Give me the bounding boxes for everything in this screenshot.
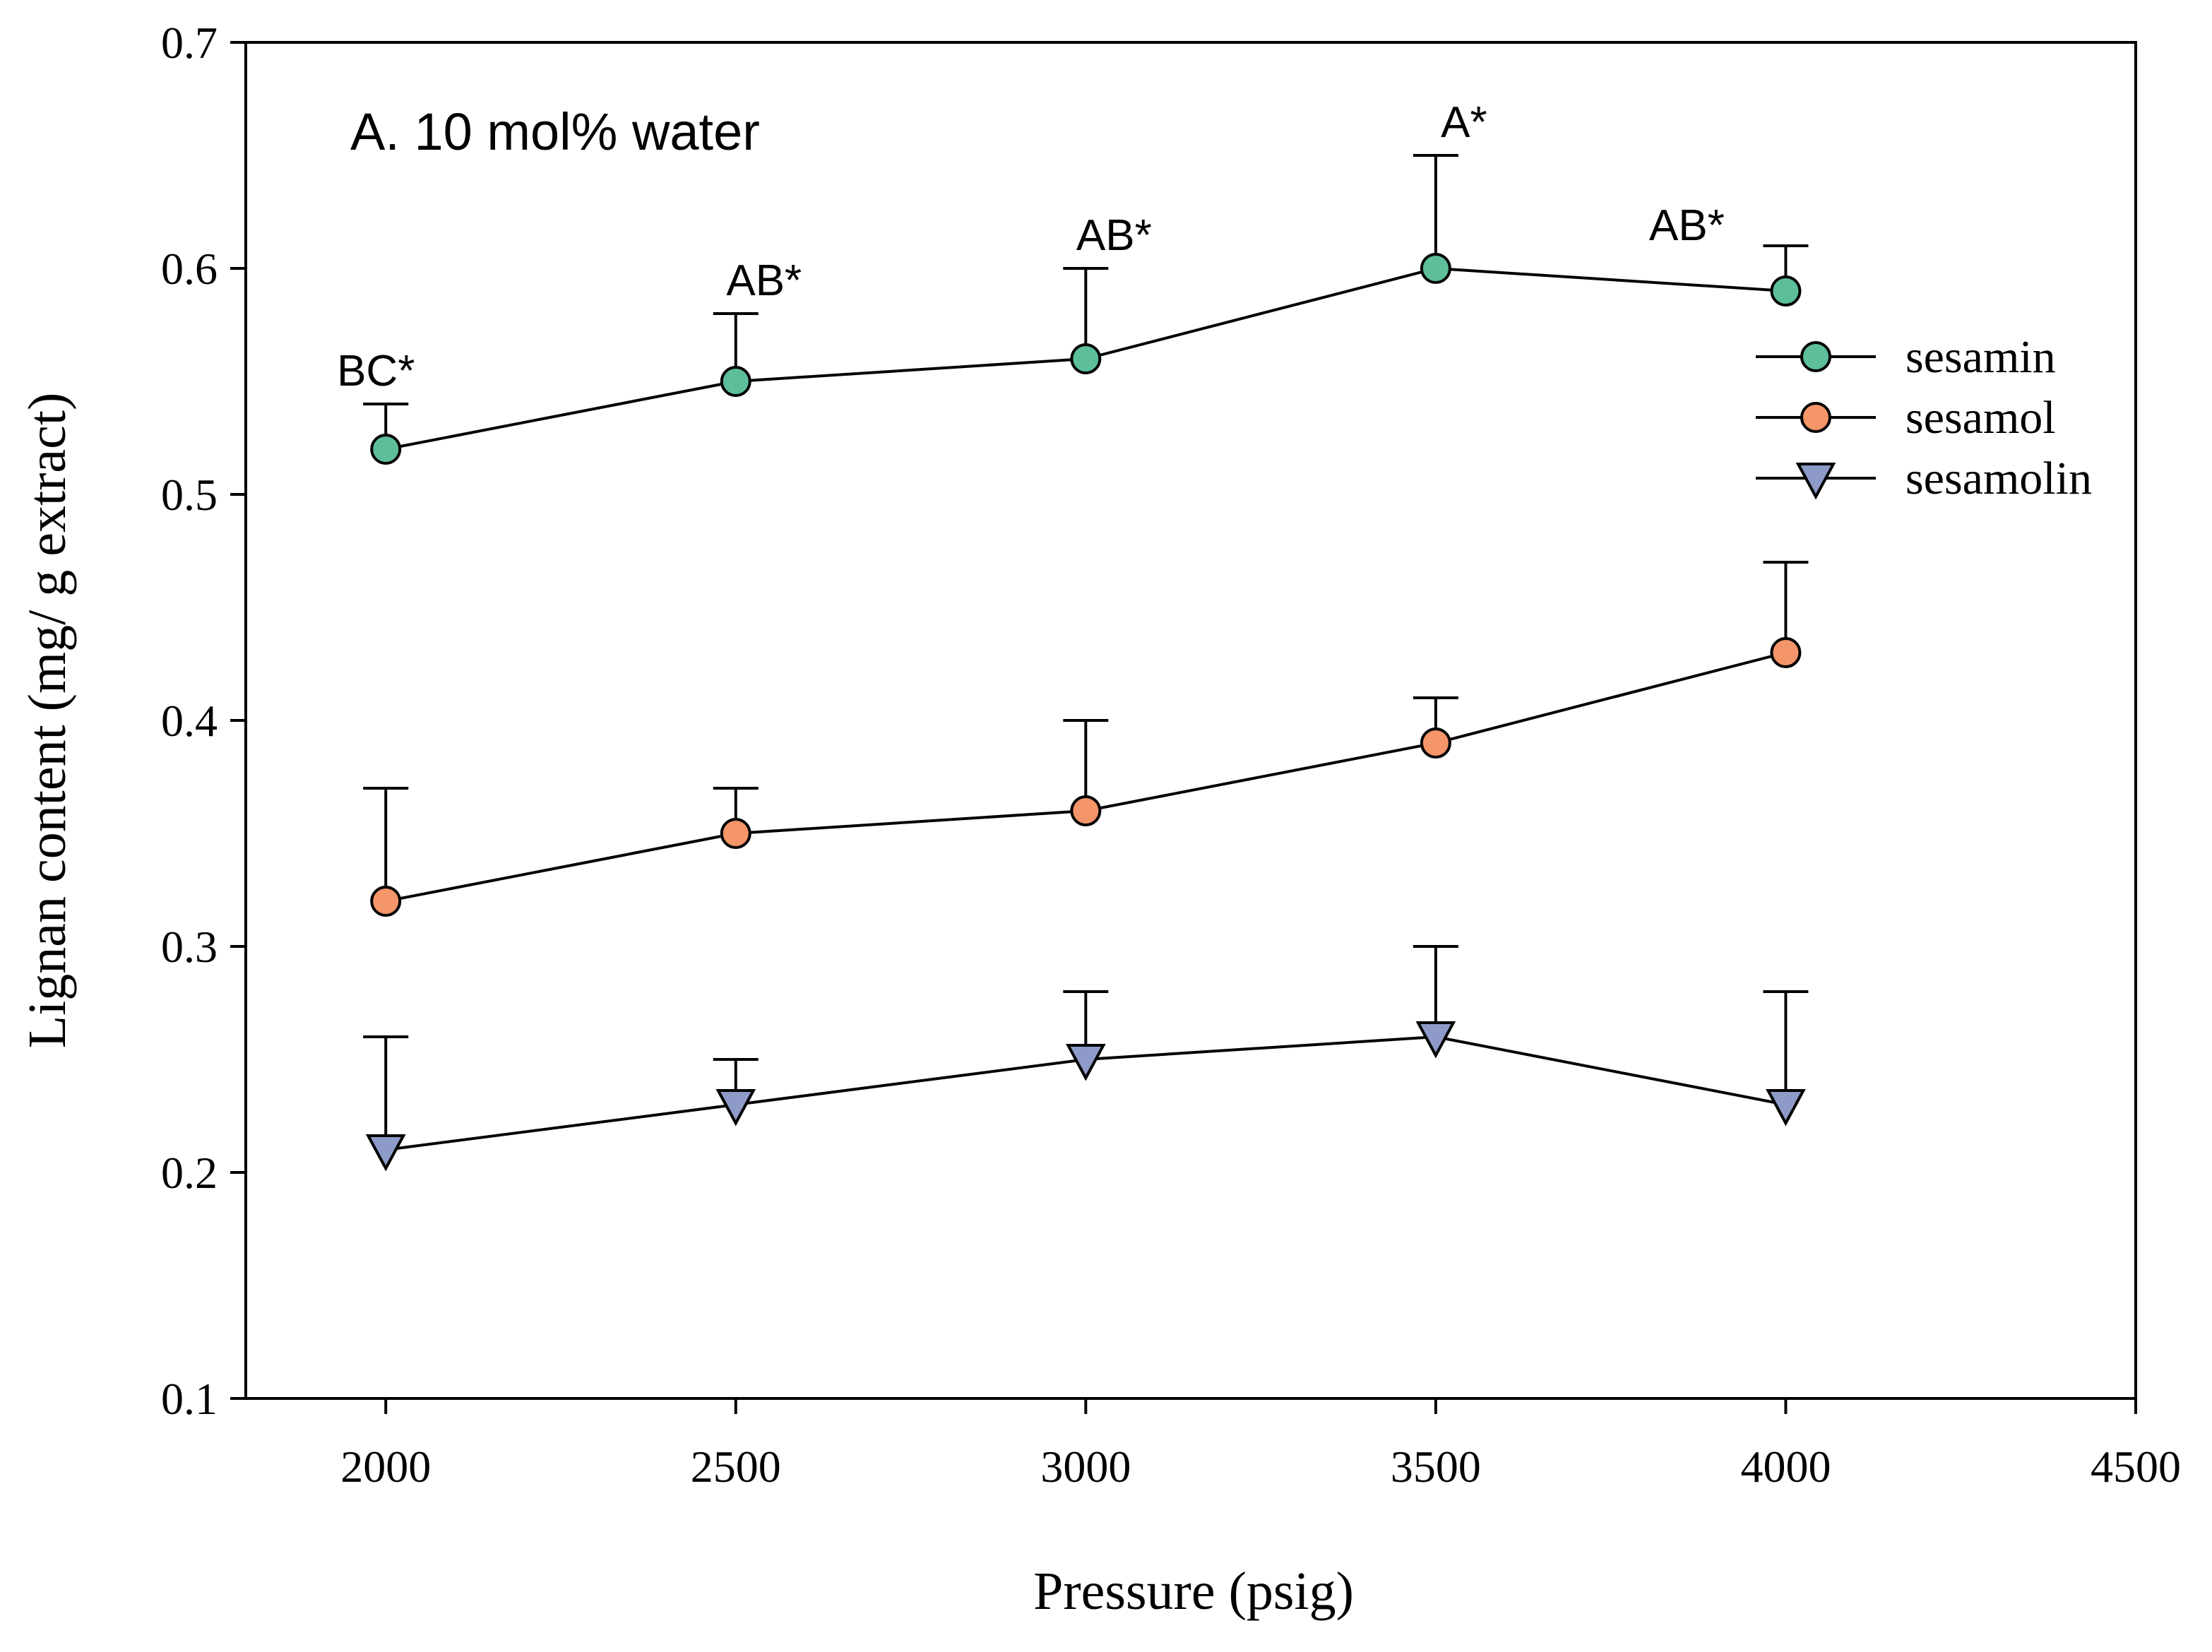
significance-annotations: BC* AB* AB* A* AB* — [337, 98, 1725, 396]
y-tick-label: 0.5 — [161, 470, 218, 520]
x-tick-label: 3000 — [1040, 1442, 1131, 1492]
legend-marker-sesamin — [1800, 341, 1831, 372]
sesamin-point — [720, 366, 751, 397]
significance-label: AB* — [726, 256, 802, 305]
sesamin-point — [1770, 275, 1802, 307]
x-tick-label: 4000 — [1740, 1442, 1831, 1492]
sesamol-point — [720, 818, 751, 849]
panel-label: A. 10 mol% water — [350, 102, 760, 161]
legend-marker-sesamol — [1800, 402, 1831, 433]
legend: sesamin sesamol sesamolin — [1756, 331, 2092, 504]
series-markers — [365, 253, 1806, 1172]
sesamol-point — [1070, 795, 1102, 826]
y-tick-label: 0.7 — [161, 18, 218, 68]
sesamin-point — [1420, 253, 1451, 284]
sesamol-point — [1770, 637, 1802, 668]
significance-label: AB* — [1076, 211, 1152, 260]
sesamolin-point — [1065, 1044, 1106, 1081]
legend-label-sesamin: sesamin — [1905, 331, 2056, 383]
legend-label-sesamol: sesamol — [1905, 392, 2056, 444]
significance-label: AB* — [1649, 201, 1725, 250]
legend-label-sesamolin: sesamolin — [1905, 453, 2092, 504]
sesamolin-point — [365, 1134, 406, 1172]
y-tick-label: 0.4 — [161, 696, 218, 746]
y-tick-label: 0.3 — [161, 922, 218, 972]
axis-ticks: 2000 2500 3000 3500 4000 4500 0.1 0.2 0.3 0.4 0.5 0… — [161, 18, 2181, 1492]
sesamolin-point — [1415, 1021, 1456, 1059]
sesamin-point — [1070, 343, 1102, 374]
sesamol-point — [370, 886, 402, 917]
x-tick-label: 2500 — [691, 1442, 781, 1492]
significance-label: A* — [1441, 98, 1487, 147]
sesamolin-point — [715, 1089, 756, 1127]
error-bars — [363, 154, 1809, 1150]
x-axis-title: Pressure (psig) — [1033, 1562, 1354, 1621]
x-tick-label: 3500 — [1391, 1442, 1481, 1492]
y-tick-label: 0.1 — [161, 1374, 218, 1424]
x-tick-label: 2000 — [340, 1442, 431, 1492]
sesamolin-point — [1766, 1089, 1806, 1127]
sesamin-point — [370, 434, 402, 465]
y-tick-label: 0.2 — [161, 1148, 218, 1198]
y-axis-title: Lignan content (mg/ g extract) — [18, 393, 77, 1049]
legend-marker-sesamolin — [1795, 463, 1836, 500]
plot-frame — [244, 41, 2137, 1400]
sesamol-point — [1420, 727, 1451, 759]
significance-label: BC* — [337, 347, 415, 396]
x-tick-label: 4500 — [2091, 1442, 2181, 1492]
y-tick-label: 0.6 — [161, 244, 218, 294]
